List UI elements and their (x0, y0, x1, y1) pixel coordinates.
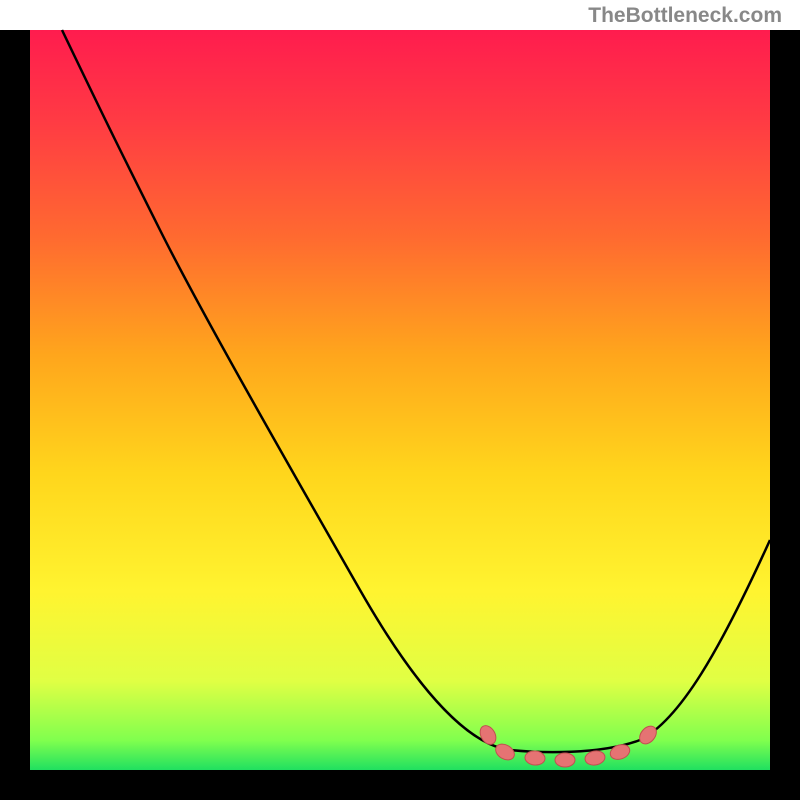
bottleneck-chart (0, 0, 800, 800)
plot-area (30, 30, 770, 770)
marker-3 (555, 753, 575, 767)
attribution-label: TheBottleneck.com (588, 4, 782, 28)
chart-container: TheBottleneck.com (0, 0, 800, 800)
